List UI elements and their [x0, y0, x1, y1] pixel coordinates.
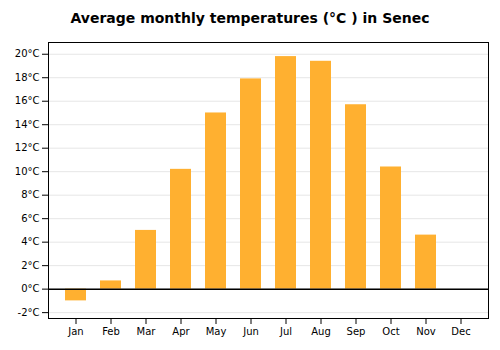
svg-text:Mar: Mar [137, 326, 157, 337]
svg-text:Jul: Jul [279, 326, 292, 337]
svg-text:Sep: Sep [347, 326, 366, 337]
svg-text:8°C: 8°C [21, 189, 39, 200]
svg-text:Feb: Feb [102, 326, 120, 337]
svg-text:6°C: 6°C [21, 213, 39, 224]
svg-text:Jun: Jun [242, 326, 259, 337]
svg-text:18°C: 18°C [15, 72, 40, 83]
svg-text:Oct: Oct [382, 326, 399, 337]
svg-text:Nov: Nov [416, 326, 436, 337]
svg-text:0°C: 0°C [21, 283, 39, 294]
svg-text:4°C: 4°C [21, 236, 39, 247]
svg-text:Apr: Apr [172, 326, 190, 337]
svg-text:Jan: Jan [67, 326, 83, 337]
svg-text:10°C: 10°C [15, 166, 40, 177]
svg-text:-2°C: -2°C [18, 307, 40, 318]
svg-text:2°C: 2°C [21, 260, 39, 271]
svg-text:16°C: 16°C [15, 95, 40, 106]
svg-text:May: May [206, 326, 227, 337]
svg-text:12°C: 12°C [15, 142, 40, 153]
svg-text:Aug: Aug [311, 326, 331, 337]
svg-text:14°C: 14°C [15, 119, 40, 130]
svg-text:Dec: Dec [451, 326, 470, 337]
html-text:Average monthly temperatures (: Average monthly temperatures (°C ) in Se… [70, 10, 430, 26]
svg-text:20°C: 20°C [15, 48, 40, 59]
